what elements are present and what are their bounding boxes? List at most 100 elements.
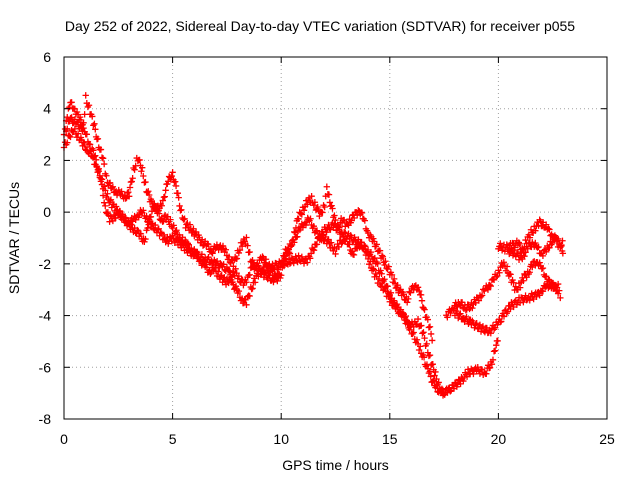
- data-point: [100, 199, 108, 206]
- data-point: [361, 246, 369, 253]
- data-point: [64, 139, 71, 146]
- data-point: [313, 227, 321, 234]
- data-point: [384, 288, 391, 296]
- data-point: [131, 166, 138, 173]
- data-point: [520, 298, 527, 306]
- data-point: [381, 283, 389, 291]
- data-point: [437, 386, 445, 394]
- data-point: [108, 184, 115, 192]
- data-point: [311, 199, 319, 206]
- data-point: [528, 290, 535, 297]
- data-point: [358, 239, 365, 246]
- data-point: [471, 324, 478, 331]
- data-point: [124, 189, 131, 197]
- data-point: [76, 113, 84, 121]
- data-point: [279, 261, 286, 268]
- y-tick-label: 2: [43, 152, 51, 168]
- data-point: [309, 246, 317, 253]
- data-point: [306, 255, 314, 262]
- data-point: [350, 251, 358, 259]
- data-point: [554, 290, 562, 297]
- data-point: [232, 265, 239, 273]
- data-point: [104, 208, 112, 216]
- data-point: [387, 289, 395, 296]
- data-point: [331, 220, 338, 227]
- data-point: [287, 243, 295, 250]
- data-point: [238, 243, 246, 250]
- data-point: [186, 221, 194, 228]
- data-point: [522, 249, 529, 256]
- data-point: [354, 212, 361, 219]
- data-point: [215, 268, 222, 275]
- data-point: [536, 259, 543, 266]
- data-point: [185, 241, 192, 248]
- data-point: [85, 102, 93, 109]
- data-point: [439, 392, 447, 399]
- data-point: [444, 314, 451, 321]
- data-point: [525, 231, 533, 238]
- data-point: [516, 240, 523, 248]
- data-point: [475, 297, 483, 304]
- data-point: [396, 308, 403, 315]
- data-point: [510, 279, 517, 286]
- data-point: [152, 221, 159, 229]
- data-point: [122, 195, 129, 202]
- data-point: [493, 273, 500, 281]
- data-point: [173, 227, 180, 234]
- data-point: [497, 318, 505, 325]
- data-point: [507, 271, 514, 278]
- data-point: [358, 209, 366, 217]
- data-point: [217, 260, 224, 267]
- data-point: [425, 369, 433, 377]
- data-point: [95, 168, 102, 175]
- data-point: [489, 356, 497, 364]
- data-point: [428, 337, 436, 344]
- data-point: [559, 237, 566, 244]
- data-point: [387, 295, 395, 303]
- data-point: [430, 377, 437, 384]
- data-point: [340, 228, 348, 236]
- data-point: [126, 184, 134, 191]
- y-tick-label: 4: [43, 101, 51, 117]
- data-point: [463, 313, 470, 321]
- data-point: [363, 249, 371, 257]
- data-point: [66, 103, 73, 111]
- data-point: [477, 293, 485, 300]
- data-point: [243, 301, 250, 309]
- data-point: [373, 241, 380, 248]
- data-point: [447, 388, 454, 395]
- data-point: [295, 215, 302, 223]
- data-point: [382, 258, 389, 265]
- data-point: [421, 306, 428, 313]
- data-point: [506, 302, 513, 309]
- data-point: [483, 370, 490, 377]
- data-point: [327, 239, 335, 246]
- data-point: [254, 270, 261, 277]
- data-point: [158, 202, 165, 209]
- data-point: [74, 130, 82, 137]
- data-point: [493, 341, 500, 349]
- data-point: [106, 197, 114, 205]
- data-point: [137, 230, 145, 238]
- data-point: [435, 379, 442, 386]
- data-point: [274, 277, 281, 285]
- data-point: [542, 248, 550, 256]
- data-point: [367, 248, 375, 256]
- data-point: [198, 251, 206, 258]
- x-tick-label: 0: [60, 431, 68, 447]
- data-point: [168, 172, 175, 180]
- y-tick-label: 0: [43, 204, 51, 220]
- data-point: [308, 192, 315, 200]
- data-point: [490, 348, 498, 355]
- data-point: [300, 207, 308, 214]
- data-point: [184, 240, 192, 247]
- data-point: [155, 210, 163, 217]
- data-point: [109, 183, 117, 191]
- data-point: [64, 113, 71, 121]
- data-point: [335, 243, 342, 251]
- data-point: [328, 202, 335, 209]
- data-point: [178, 206, 185, 213]
- data-point: [71, 125, 79, 133]
- data-point: [172, 178, 179, 185]
- data-point: [145, 188, 152, 195]
